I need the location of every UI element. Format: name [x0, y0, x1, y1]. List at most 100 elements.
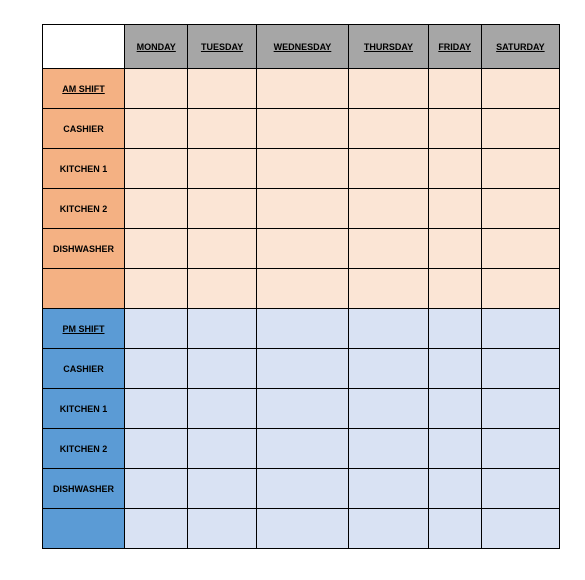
table-row: CASHIER — [43, 109, 560, 149]
cell — [125, 309, 188, 349]
pm-role-blank — [43, 509, 125, 549]
cell — [188, 389, 256, 429]
cell — [349, 269, 428, 309]
cell — [256, 269, 349, 309]
am-shift-header: AM SHIFT — [43, 69, 125, 109]
cell — [188, 109, 256, 149]
table-row: KITCHEN 1 — [43, 389, 560, 429]
schedule-table: MONDAY TUESDAY WEDNESDAY THURSDAY FRIDAY… — [42, 24, 560, 549]
cell — [428, 69, 481, 109]
table-row: KITCHEN 2 — [43, 189, 560, 229]
cell — [481, 309, 559, 349]
cell — [125, 389, 188, 429]
table-row: KITCHEN 1 — [43, 149, 560, 189]
cell — [428, 469, 481, 509]
cell — [188, 469, 256, 509]
cell — [481, 389, 559, 429]
cell — [481, 469, 559, 509]
cell — [349, 389, 428, 429]
cell — [256, 349, 349, 389]
table-row — [43, 269, 560, 309]
header-row: MONDAY TUESDAY WEDNESDAY THURSDAY FRIDAY… — [43, 25, 560, 69]
cell — [125, 229, 188, 269]
cell — [349, 229, 428, 269]
cell — [256, 189, 349, 229]
cell — [428, 389, 481, 429]
cell — [349, 469, 428, 509]
cell — [481, 269, 559, 309]
cell — [349, 349, 428, 389]
cell — [188, 429, 256, 469]
cell — [481, 109, 559, 149]
cell — [125, 69, 188, 109]
cell — [256, 309, 349, 349]
cell — [125, 109, 188, 149]
pm-shift-header: PM SHIFT — [43, 309, 125, 349]
cell — [428, 269, 481, 309]
table-row — [43, 509, 560, 549]
cell — [125, 149, 188, 189]
cell — [428, 309, 481, 349]
day-header-tue: TUESDAY — [188, 25, 256, 69]
cell — [428, 109, 481, 149]
table-row: DISHWASHER — [43, 229, 560, 269]
cell — [428, 189, 481, 229]
cell — [349, 509, 428, 549]
day-header-fri: FRIDAY — [428, 25, 481, 69]
table-row: KITCHEN 2 — [43, 429, 560, 469]
cell — [481, 189, 559, 229]
cell — [188, 309, 256, 349]
cell — [256, 229, 349, 269]
cell — [481, 429, 559, 469]
cell — [481, 149, 559, 189]
cell — [256, 389, 349, 429]
table-row: AM SHIFT — [43, 69, 560, 109]
pm-role-kitchen1: KITCHEN 1 — [43, 389, 125, 429]
cell — [349, 309, 428, 349]
corner-cell — [43, 25, 125, 69]
day-header-wed: WEDNESDAY — [256, 25, 349, 69]
day-header-thu: THURSDAY — [349, 25, 428, 69]
am-role-kitchen1: KITCHEN 1 — [43, 149, 125, 189]
cell — [256, 149, 349, 189]
cell — [428, 229, 481, 269]
cell — [481, 349, 559, 389]
cell — [125, 509, 188, 549]
cell — [256, 509, 349, 549]
cell — [481, 69, 559, 109]
am-role-cashier: CASHIER — [43, 109, 125, 149]
cell — [188, 69, 256, 109]
cell — [349, 109, 428, 149]
cell — [188, 269, 256, 309]
cell — [256, 69, 349, 109]
table-row: PM SHIFT — [43, 309, 560, 349]
day-header-mon: MONDAY — [125, 25, 188, 69]
cell — [428, 429, 481, 469]
cell — [125, 269, 188, 309]
cell — [188, 149, 256, 189]
cell — [481, 229, 559, 269]
am-role-kitchen2: KITCHEN 2 — [43, 189, 125, 229]
cell — [428, 149, 481, 189]
pm-role-dishwasher: DISHWASHER — [43, 469, 125, 509]
cell — [125, 469, 188, 509]
table-row: DISHWASHER — [43, 469, 560, 509]
cell — [125, 429, 188, 469]
day-header-sat: SATURDAY — [481, 25, 559, 69]
cell — [256, 469, 349, 509]
cell — [125, 189, 188, 229]
cell — [349, 189, 428, 229]
table-row: CASHIER — [43, 349, 560, 389]
am-role-blank — [43, 269, 125, 309]
cell — [188, 509, 256, 549]
cell — [188, 189, 256, 229]
cell — [256, 429, 349, 469]
cell — [428, 509, 481, 549]
cell — [349, 429, 428, 469]
pm-role-kitchen2: KITCHEN 2 — [43, 429, 125, 469]
cell — [188, 349, 256, 389]
cell — [188, 229, 256, 269]
pm-role-cashier: CASHIER — [43, 349, 125, 389]
cell — [481, 509, 559, 549]
cell — [349, 69, 428, 109]
